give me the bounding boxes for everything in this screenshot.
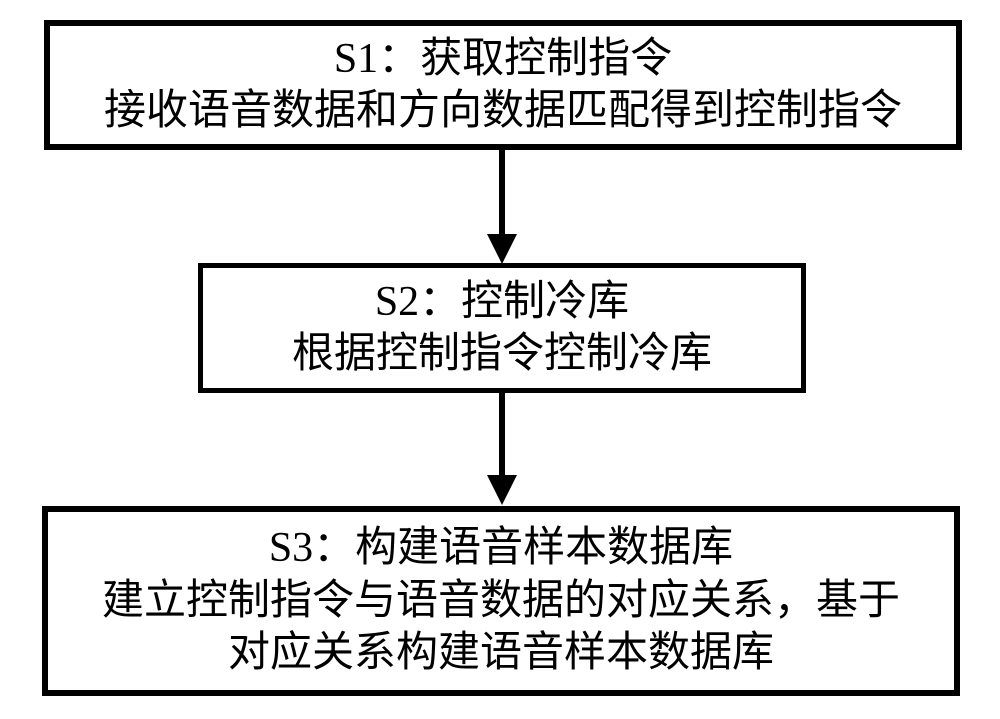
arrow-s2-s3-head bbox=[487, 475, 517, 505]
arrow-s1-s2-head bbox=[487, 234, 517, 264]
step-s3-box: S3：构建语音样本数据库 建立控制指令与语音数据的对应关系，基于 对应关系构建语… bbox=[42, 506, 960, 696]
step-s2-title: S2：控制冷库 bbox=[375, 276, 629, 329]
step-s1-box: S1：获取控制指令 接收语音数据和方向数据匹配得到控制指令 bbox=[44, 20, 962, 150]
step-s2-body: 根据控制指令控制冷库 bbox=[292, 328, 712, 381]
step-s2-box: S2：控制冷库 根据控制指令控制冷库 bbox=[198, 263, 806, 393]
step-s1-body: 接收语音数据和方向数据匹配得到控制指令 bbox=[104, 85, 902, 138]
step-s3-body-line1: 建立控制指令与语音数据的对应关系，基于 bbox=[92, 575, 910, 628]
arrow-s2-s3-line bbox=[499, 393, 505, 475]
step-s3-body-line2: 对应关系构建语音样本数据库 bbox=[218, 627, 784, 680]
flowchart-canvas: S1：获取控制指令 接收语音数据和方向数据匹配得到控制指令 S2：控制冷库 根据… bbox=[0, 0, 1000, 719]
step-s1-title: S1：获取控制指令 bbox=[334, 33, 672, 86]
step-s3-title: S3：构建语音样本数据库 bbox=[269, 522, 733, 575]
arrow-s1-s2-line bbox=[499, 150, 505, 234]
